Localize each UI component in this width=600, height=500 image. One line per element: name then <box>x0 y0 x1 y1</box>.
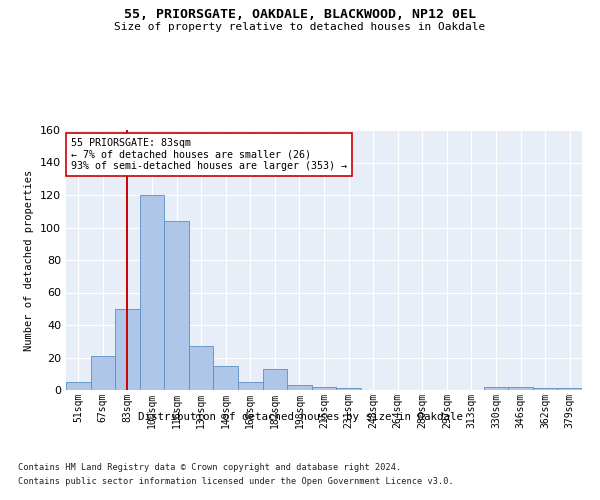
Bar <box>287 385 312 390</box>
Text: Contains public sector information licensed under the Open Government Licence v3: Contains public sector information licen… <box>18 478 454 486</box>
Bar <box>336 388 361 390</box>
Bar <box>115 308 140 390</box>
Y-axis label: Number of detached properties: Number of detached properties <box>25 170 34 350</box>
Bar <box>214 366 238 390</box>
Bar <box>312 387 336 390</box>
Bar <box>164 221 189 390</box>
Bar <box>533 388 557 390</box>
Bar <box>66 382 91 390</box>
Bar <box>91 356 115 390</box>
Text: Distribution of detached houses by size in Oakdale: Distribution of detached houses by size … <box>137 412 463 422</box>
Bar <box>508 387 533 390</box>
Bar <box>263 369 287 390</box>
Bar <box>557 388 582 390</box>
Bar <box>238 382 263 390</box>
Bar <box>140 195 164 390</box>
Bar <box>189 346 214 390</box>
Text: Contains HM Land Registry data © Crown copyright and database right 2024.: Contains HM Land Registry data © Crown c… <box>18 462 401 471</box>
Bar <box>484 387 508 390</box>
Text: Size of property relative to detached houses in Oakdale: Size of property relative to detached ho… <box>115 22 485 32</box>
Text: 55 PRIORSGATE: 83sqm
← 7% of detached houses are smaller (26)
93% of semi-detach: 55 PRIORSGATE: 83sqm ← 7% of detached ho… <box>71 138 347 171</box>
Text: 55, PRIORSGATE, OAKDALE, BLACKWOOD, NP12 0EL: 55, PRIORSGATE, OAKDALE, BLACKWOOD, NP12… <box>124 8 476 20</box>
